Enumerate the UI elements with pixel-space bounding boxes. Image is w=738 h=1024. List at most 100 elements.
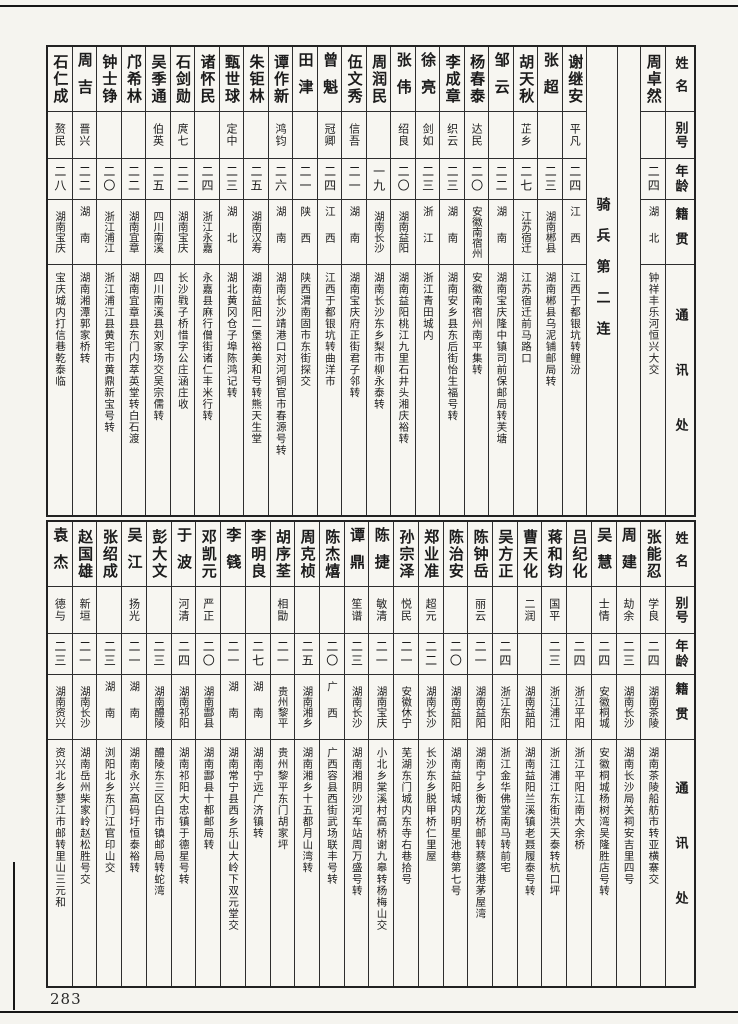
person-name-cell: 胡序荃 — [271, 522, 295, 587]
person-name-text: 吕纪化 — [571, 529, 586, 580]
person-native-cell: 安徽休宁 — [394, 675, 418, 740]
person-alias-cell — [122, 112, 146, 159]
person-age-cell: 二〇 — [391, 159, 415, 200]
person-address-text: 四川南溪县刘家场交吴宗儒转 — [153, 272, 164, 422]
person-name-cell: 张绍成 — [97, 522, 121, 587]
person-age-cell: 二三 — [416, 159, 440, 200]
person-name-cell: 张能忍 — [641, 522, 665, 587]
person-native-text: 湖南 — [496, 206, 507, 259]
person-address-text: 江西于都银坑转鲤汾 — [569, 272, 580, 376]
person-native-text: 湖南长沙 — [425, 686, 436, 728]
person-address-cell: 湖南宁远广济镇转 — [246, 740, 270, 986]
column-header-address-text: 通讯处 — [674, 308, 687, 473]
person-address-cell: 浙江金华佛堂南马转前宅 — [493, 740, 517, 986]
person-name-text: 张绍成 — [102, 529, 117, 580]
person-age-cell: 一九 — [367, 159, 391, 200]
person-age-cell: 二一 — [369, 634, 393, 675]
person-native-cell: 贵州黎平 — [271, 675, 295, 740]
person-column: 伍文秀信吾二一湖南湖南宝庆府正街君子邻转 — [341, 47, 366, 515]
person-address-text: 醴陵东三区白市镇邮局转蛇湾 — [154, 747, 165, 897]
person-address-cell: 四川南溪县刘家场交吴宗儒转 — [146, 265, 170, 515]
person-column: 谭作新鸿钧二六湖南湖南长沙靖港口对河铜官市春源号转 — [268, 47, 293, 515]
person-column: 曾魁冠卿二四江西江西于都银坑转曲洋市 — [317, 47, 342, 515]
person-name-text: 陈捷 — [374, 527, 389, 581]
person-address-text: 湖南宁乡衡龙桥邮转蔡婆港茅屋湾 — [475, 747, 486, 920]
roster-table-top-band: 姓名别号年龄籍贯通讯处周卓然二四湖北钟祥丰乐河恒兴大交骑兵第二连谢继安平凡二四江… — [46, 45, 696, 517]
person-address-text: 湖南益阳桃江九里石井头湘庆裕转 — [398, 272, 409, 445]
person-address-text: 湖南宁远广济镇转 — [252, 747, 263, 839]
person-alias-cell: 扬光 — [122, 587, 146, 634]
person-age-cell: 二四 — [641, 159, 665, 200]
person-native-text: 湖南 — [228, 681, 239, 734]
column-header-native-text: 籍贯 — [674, 682, 687, 732]
person-alias-text: 劫余 — [623, 598, 634, 622]
person-alias-text: 相勖 — [277, 598, 288, 622]
person-name-text: 石剑勋 — [175, 54, 190, 105]
person-age-cell: 二二 — [489, 159, 513, 200]
person-native-cell: 湖南 — [246, 675, 270, 740]
person-name-text: 谭作新 — [273, 54, 288, 105]
person-alias-cell: 超元 — [419, 587, 443, 634]
person-age-cell: 二一 — [342, 159, 366, 200]
person-native-text: 贵州黎平 — [277, 686, 288, 728]
person-age-text: 二一 — [400, 640, 412, 668]
person-alias-text: 丽云 — [475, 598, 486, 622]
person-address-text: 浙江平阳江南大余桥 — [574, 747, 585, 851]
person-age-cell: 二四 — [493, 634, 517, 675]
person-name-text: 彭大文 — [151, 529, 166, 580]
person-alias-cell: 绍良 — [391, 112, 415, 159]
person-native-cell: 湖南郴县 — [538, 200, 562, 265]
person-native-cell: 浙江 — [416, 200, 440, 265]
person-alias-text: 超元 — [425, 598, 436, 622]
person-alias-cell: 二润 — [518, 587, 542, 634]
person-name-text: 胡序荃 — [275, 529, 290, 580]
person-alias-cell: 赘民 — [48, 112, 72, 159]
person-column: 田津二一陕西陕西渭南固市东街探交 — [292, 47, 317, 515]
person-name-cell: 杨春泰 — [465, 47, 489, 112]
person-name-text: 郑业准 — [423, 529, 438, 580]
person-age-text: 二〇 — [397, 165, 409, 193]
person-alias-text: 伯英 — [152, 123, 163, 147]
person-column: 张超二三湖南郴县湖南郴县乌泥铺邮局转 — [537, 47, 562, 515]
person-address-text: 湖南宝庆府正街君子邻转 — [349, 272, 360, 399]
person-address-text: 湖南安乡县东后街怡生福号转 — [447, 272, 458, 422]
person-address-text: 湖南酃县十都邮局转 — [203, 747, 214, 851]
person-alias-cell: 学良 — [641, 587, 665, 634]
person-age-text: 二三 — [153, 640, 165, 668]
person-column: 李篯二一湖南湖南常宁县西乡乐山大岭下双元堂交 — [220, 522, 245, 986]
person-age-text: 二三 — [103, 640, 115, 668]
person-address-text: 浙江浦江县黄宅市黄鼎新宝号转 — [104, 272, 115, 433]
person-native-cell: 浙江浦江 — [542, 675, 566, 740]
person-address-text: 江苏宿迁前马路口 — [520, 272, 531, 364]
scanned-roster-page: 姓名别号年龄籍贯通讯处周卓然二四湖北钟祥丰乐河恒兴大交骑兵第二连谢继安平凡二四江… — [0, 0, 738, 1024]
person-name-text: 邝希林 — [126, 54, 141, 105]
person-age-text: 二五 — [152, 165, 164, 193]
person-native-cell: 湖南祁阳 — [172, 675, 196, 740]
person-native-cell: 湖南 — [489, 200, 513, 265]
person-native-text: 湖南汉寿 — [251, 211, 262, 253]
person-alias-cell: 严正 — [196, 587, 220, 634]
person-alias-text: 定中 — [226, 123, 237, 147]
column-header-address-text: 通讯处 — [674, 781, 687, 946]
person-name-cell: 周克桢 — [295, 522, 319, 587]
person-column: 胡序荃相勖二一贵州黎平贵州黎平东门胡家坪 — [270, 522, 295, 986]
person-alias-text: 绍良 — [398, 123, 409, 147]
person-column: 诸怀民二四浙江永嘉永嘉县麻行僧街诸仁丰米行转 — [194, 47, 219, 515]
person-address-cell: 浙江浦江县黄宅市黄鼎新宝号转 — [97, 265, 121, 515]
person-address-cell: 钟祥丰乐河恒兴大交 — [641, 265, 665, 515]
person-address-text: 陕西渭南固市东街探交 — [300, 272, 311, 387]
person-name-cell: 李明良 — [246, 522, 270, 587]
person-native-cell: 湖南宝庆 — [171, 200, 195, 265]
person-name-cell: 陈杰熺 — [320, 522, 344, 587]
person-name-cell: 周吉 — [73, 47, 97, 112]
column-header-native-text: 籍贯 — [674, 207, 687, 257]
person-address-cell: 浏阳北乡东门江官印山交 — [97, 740, 121, 986]
person-alias-text: 织云 — [447, 123, 458, 147]
person-native-text: 浙江永嘉 — [202, 211, 213, 253]
person-address-text: 浙江金华佛堂南马转前宅 — [500, 747, 511, 874]
person-name-cell: 张伟 — [391, 47, 415, 112]
person-name-text: 田津 — [298, 52, 313, 106]
person-column: 蒋和钧国平二三浙江浦江浙江浦江东街洪天泰转杭口坪 — [541, 522, 566, 986]
person-address-text: 永嘉县麻行僧街诸仁丰米行转 — [202, 272, 213, 422]
person-alias-cell: 鸿钧 — [269, 112, 293, 159]
